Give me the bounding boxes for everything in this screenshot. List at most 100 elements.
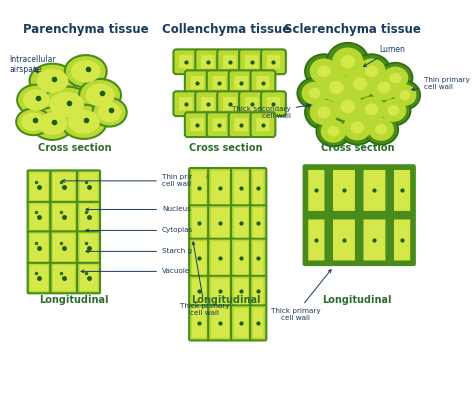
Ellipse shape [345,69,376,98]
FancyBboxPatch shape [239,91,264,116]
FancyBboxPatch shape [207,112,231,137]
Ellipse shape [85,84,115,106]
Ellipse shape [338,110,376,145]
Ellipse shape [378,63,412,93]
Ellipse shape [383,67,408,89]
Text: Lumen: Lumen [364,45,405,66]
Ellipse shape [310,58,338,84]
Ellipse shape [353,92,391,127]
Ellipse shape [320,120,346,143]
FancyBboxPatch shape [304,215,329,265]
Ellipse shape [400,90,410,100]
FancyBboxPatch shape [211,171,229,204]
Ellipse shape [339,65,381,103]
FancyBboxPatch shape [250,276,266,307]
FancyBboxPatch shape [27,231,51,264]
FancyBboxPatch shape [329,166,359,215]
FancyBboxPatch shape [30,204,48,230]
Ellipse shape [309,88,320,98]
FancyBboxPatch shape [192,308,206,337]
Ellipse shape [71,60,100,83]
FancyBboxPatch shape [201,55,214,68]
Ellipse shape [38,112,67,135]
Ellipse shape [343,115,372,141]
FancyBboxPatch shape [234,279,248,304]
Ellipse shape [315,68,357,106]
FancyBboxPatch shape [250,168,266,207]
FancyBboxPatch shape [77,231,100,264]
FancyBboxPatch shape [390,166,414,215]
FancyBboxPatch shape [189,205,209,241]
Text: Thin primary
cell wall: Thin primary cell wall [62,174,208,187]
Ellipse shape [365,103,378,116]
Ellipse shape [327,43,369,81]
FancyBboxPatch shape [195,49,220,74]
FancyBboxPatch shape [208,305,232,341]
Text: Nucleus: Nucleus [86,206,191,212]
FancyBboxPatch shape [304,166,329,215]
FancyBboxPatch shape [364,220,385,260]
Text: Sclerenchyma tissue: Sclerenchyma tissue [284,23,421,36]
Ellipse shape [17,85,55,115]
FancyBboxPatch shape [250,239,266,278]
FancyBboxPatch shape [208,239,232,278]
FancyBboxPatch shape [245,55,258,68]
FancyBboxPatch shape [231,276,251,307]
Ellipse shape [365,70,403,105]
Ellipse shape [98,102,121,122]
FancyBboxPatch shape [30,234,48,261]
FancyBboxPatch shape [234,308,248,337]
Ellipse shape [31,108,73,140]
Ellipse shape [340,100,355,113]
FancyBboxPatch shape [51,202,77,232]
FancyBboxPatch shape [217,49,242,74]
FancyBboxPatch shape [267,55,280,68]
FancyBboxPatch shape [394,220,410,260]
Ellipse shape [364,114,398,145]
Ellipse shape [16,108,51,135]
Text: Cross section: Cross section [320,143,394,153]
FancyBboxPatch shape [53,204,75,230]
FancyBboxPatch shape [30,173,48,200]
FancyBboxPatch shape [217,91,242,116]
Text: Collenchyma tissue: Collenchyma tissue [162,23,290,36]
FancyBboxPatch shape [189,239,209,278]
Ellipse shape [328,126,339,137]
Ellipse shape [65,55,107,87]
FancyBboxPatch shape [223,55,237,68]
Ellipse shape [301,82,327,105]
Text: Cytoplasm: Cytoplasm [86,227,200,233]
FancyBboxPatch shape [208,168,232,207]
Ellipse shape [353,77,367,91]
FancyBboxPatch shape [53,265,75,291]
FancyBboxPatch shape [185,70,210,95]
Ellipse shape [351,121,364,133]
Ellipse shape [327,87,369,125]
Ellipse shape [388,105,400,116]
Text: Thin primary
cell wall: Thin primary cell wall [411,77,470,91]
FancyBboxPatch shape [359,215,390,265]
Ellipse shape [92,98,127,127]
FancyBboxPatch shape [77,202,100,232]
FancyBboxPatch shape [53,234,75,261]
FancyBboxPatch shape [51,170,77,203]
Ellipse shape [49,92,84,118]
FancyBboxPatch shape [228,112,254,137]
FancyBboxPatch shape [189,276,209,307]
FancyBboxPatch shape [308,170,324,211]
FancyBboxPatch shape [234,208,248,237]
FancyBboxPatch shape [27,170,51,203]
FancyBboxPatch shape [250,205,266,241]
FancyBboxPatch shape [191,118,204,131]
FancyBboxPatch shape [256,76,270,89]
FancyBboxPatch shape [191,76,204,89]
Ellipse shape [329,81,344,94]
FancyBboxPatch shape [208,205,232,241]
FancyBboxPatch shape [77,263,100,293]
FancyBboxPatch shape [253,279,264,304]
Ellipse shape [393,85,416,106]
FancyBboxPatch shape [211,208,229,237]
FancyBboxPatch shape [189,168,209,207]
Ellipse shape [36,69,68,93]
Text: Thick primary
cell wall: Thick primary cell wall [180,242,230,316]
